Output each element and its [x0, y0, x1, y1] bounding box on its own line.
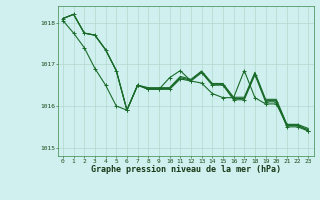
X-axis label: Graphe pression niveau de la mer (hPa): Graphe pression niveau de la mer (hPa)	[91, 165, 281, 174]
